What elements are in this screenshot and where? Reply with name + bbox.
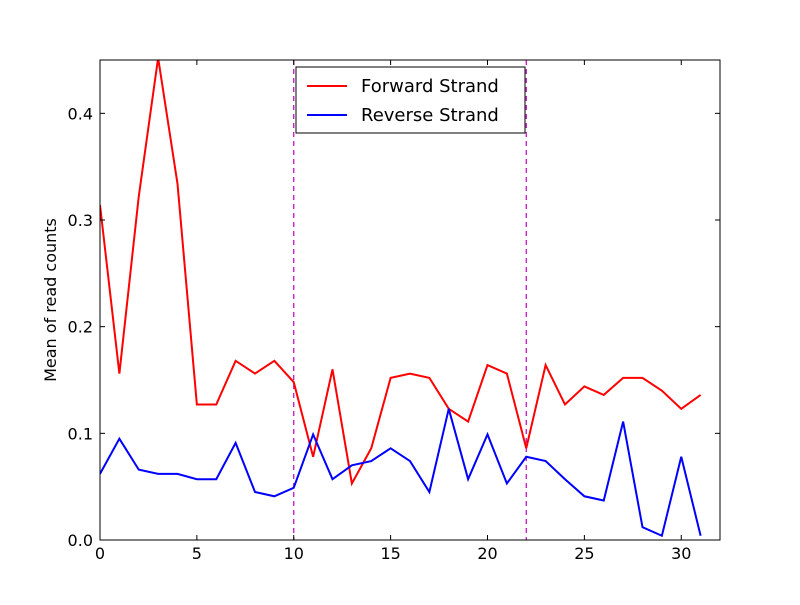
x-tick-label-25: 25 — [574, 544, 594, 563]
y-tick-label-0.4: 0.4 — [68, 104, 93, 123]
x-tick-label-5: 5 — [192, 544, 202, 563]
legend: Forward Strand Reverse Strand — [295, 66, 526, 134]
series-line-reverse-strand — [100, 408, 702, 538]
y-tick-label-0.1: 0.1 — [68, 424, 93, 443]
x-tick-label-0: 0 — [95, 544, 105, 563]
y-tick-label-0.3: 0.3 — [68, 211, 93, 230]
series-line-forward-strand — [100, 60, 702, 487]
y-tick-label-0.2: 0.2 — [68, 318, 93, 337]
axes: 0 5 10 15 20 25 30 0.0 0.1 0.2 0.3 0.4 — [68, 60, 720, 563]
plot-content — [100, 60, 702, 540]
x-tick-label-10: 10 — [284, 544, 304, 563]
plot-frame — [99, 59, 721, 541]
legend-label-forward-strand: Forward Strand — [361, 76, 499, 97]
legend-label-reverse-strand: Reverse Strand — [361, 105, 499, 126]
x-tick-label-30: 30 — [671, 544, 691, 563]
x-tick-label-15: 15 — [380, 544, 400, 563]
y-tick-label-0: 0.0 — [68, 531, 93, 550]
y-axis-label: Mean of read counts — [41, 218, 60, 382]
x-tick-label-20: 20 — [477, 544, 497, 563]
legend-box — [295, 66, 526, 134]
